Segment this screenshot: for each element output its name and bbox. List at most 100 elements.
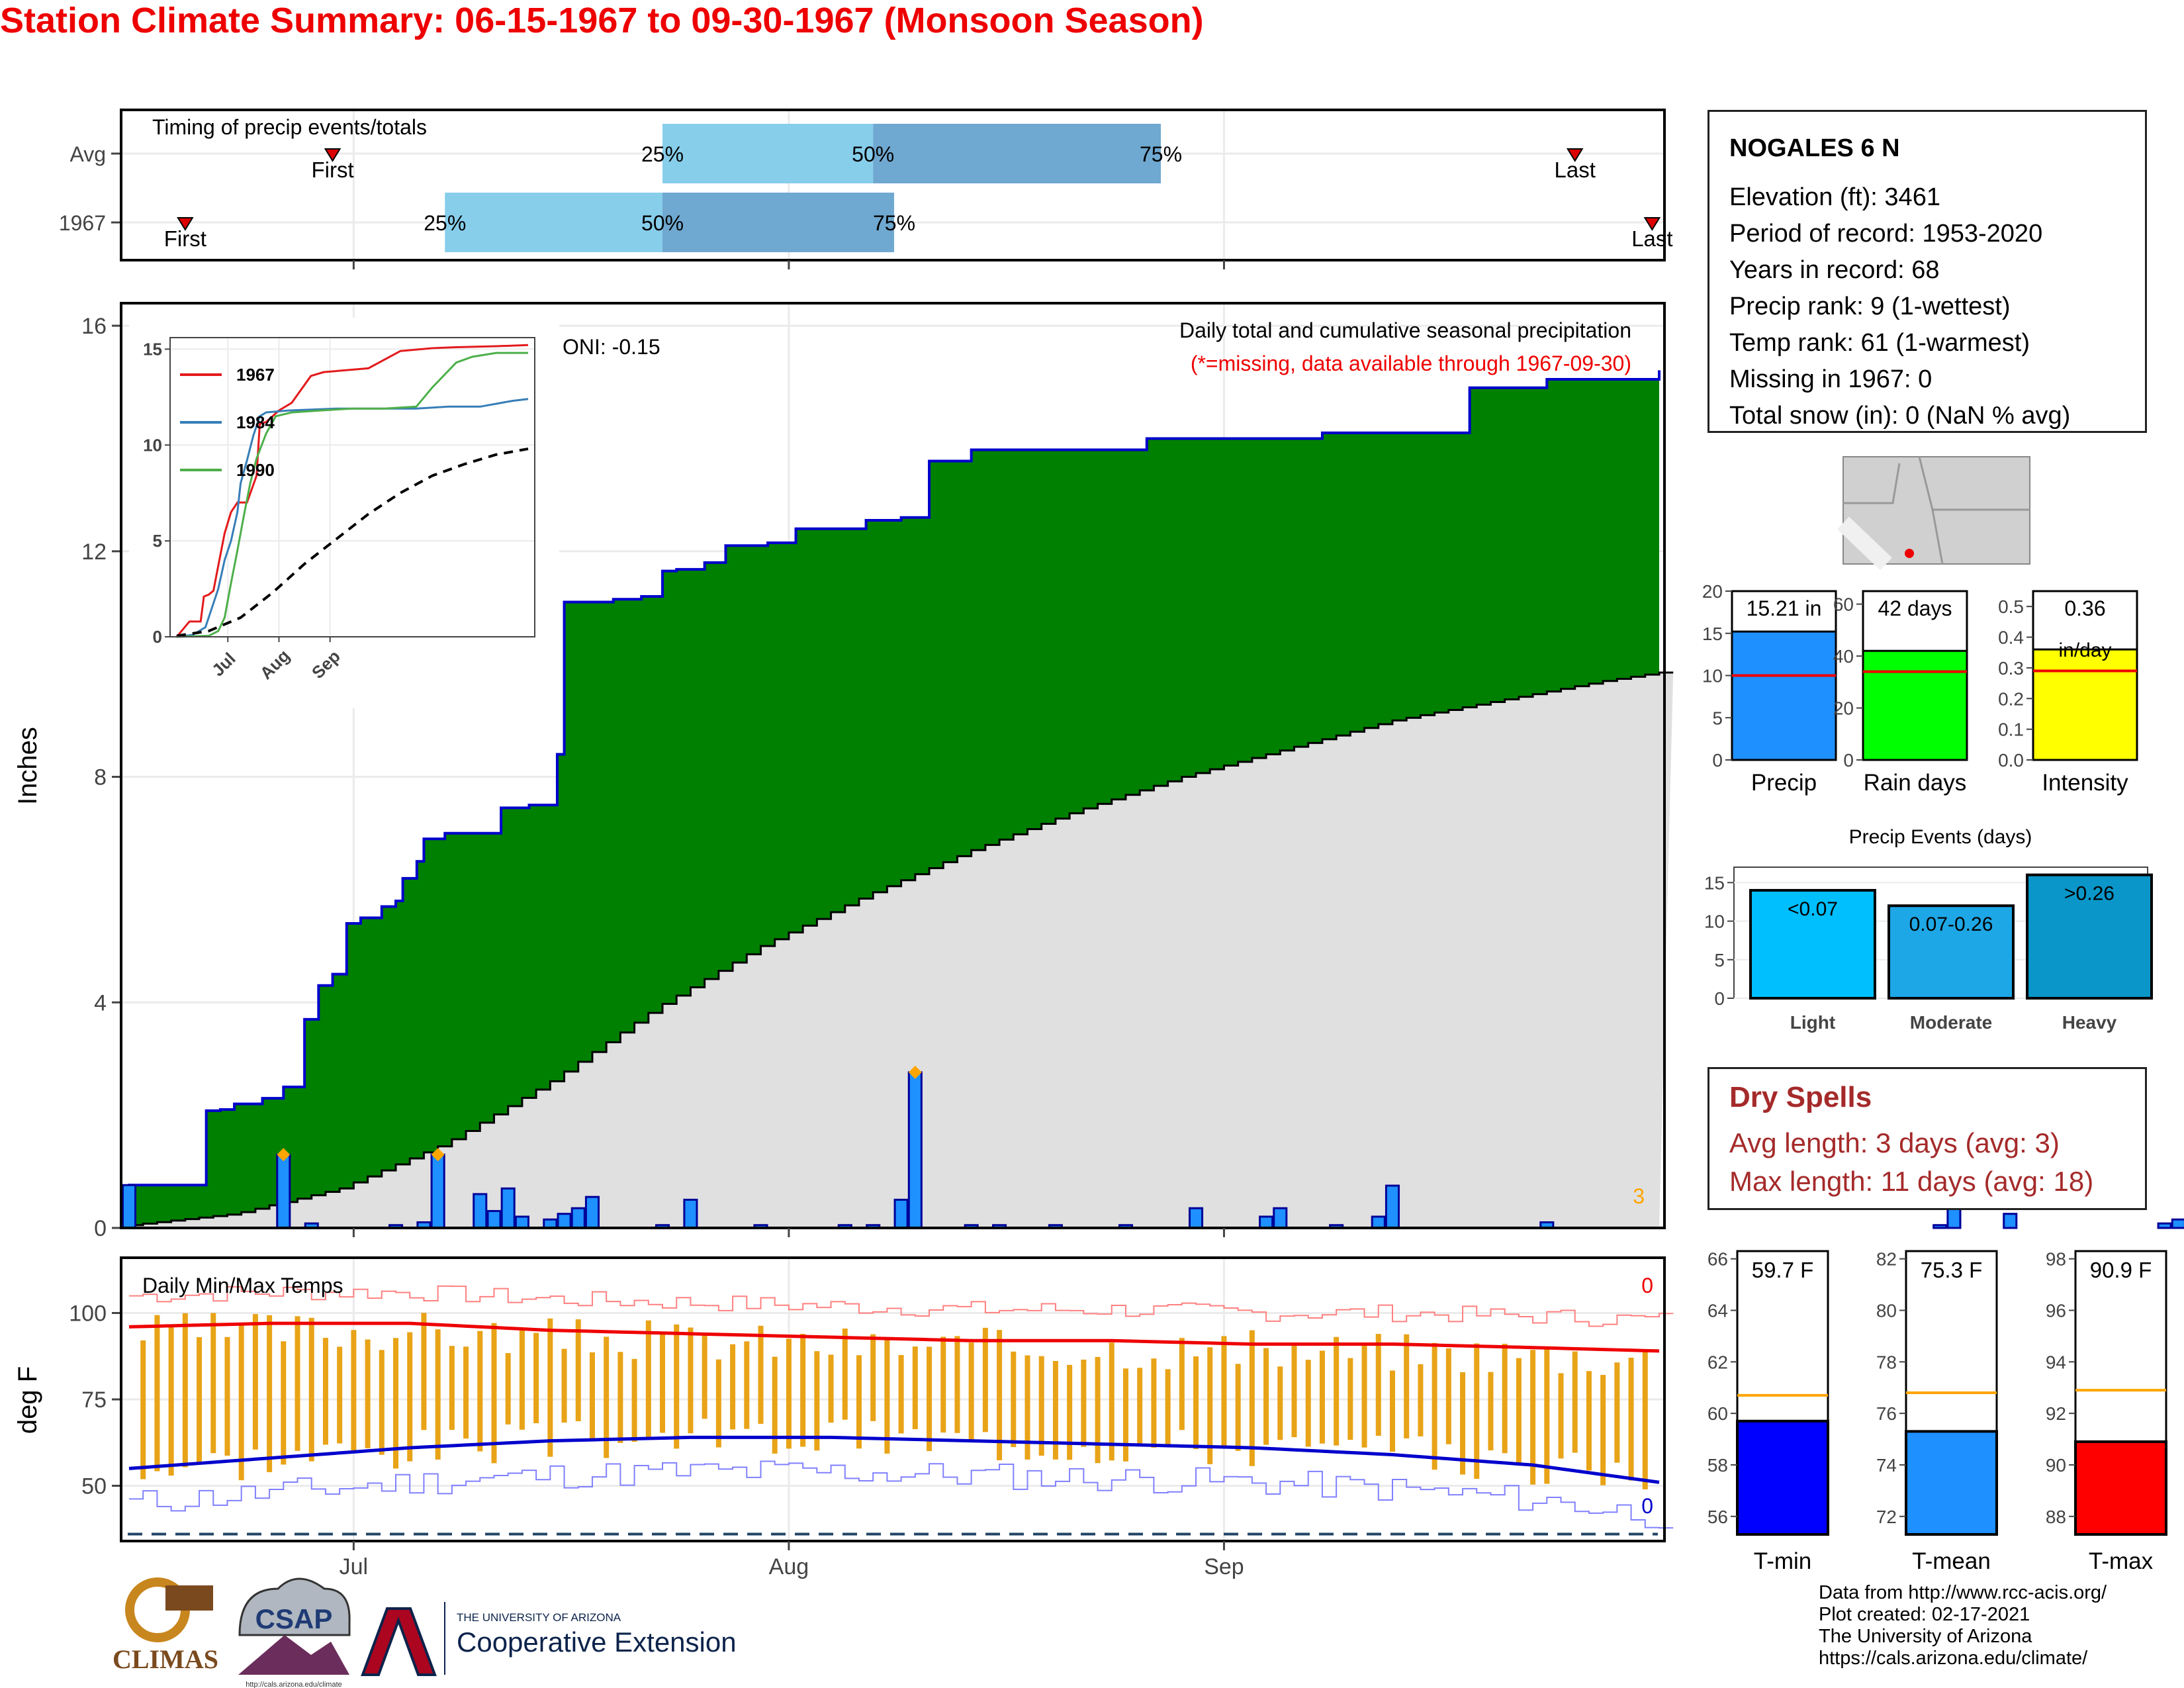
station-years: Years in record: 68 <box>1729 256 1940 284</box>
timing-last-label: Last <box>1555 158 1596 182</box>
events-y-tick-label: 15 <box>1704 872 1725 893</box>
daily-temp-bar <box>800 1334 806 1447</box>
daily-temp-bar <box>1249 1330 1255 1466</box>
precip-title: Daily total and cumulative seasonal prec… <box>1179 318 1631 342</box>
daily-temp-bar <box>1221 1336 1227 1449</box>
total-y-tick-label: 0.4 <box>1998 628 2024 648</box>
total-axis-label-1: Rain days <box>1864 770 1967 796</box>
precip-y-tick-label: 12 <box>81 539 107 565</box>
daily-temp-bar <box>463 1346 469 1439</box>
season-temp-y-tick-label: 98 <box>2046 1249 2066 1270</box>
daily-precip-bar <box>514 1215 529 1229</box>
daily-temp-bar <box>1038 1356 1044 1456</box>
daily-temp-bar <box>1052 1361 1058 1460</box>
precip-y-axis-label: Inches <box>13 727 42 805</box>
season-temp-y-tick-label: 82 <box>1876 1249 1897 1270</box>
inset-y-tick-label: 0 <box>153 627 162 647</box>
daily-precip-bar <box>570 1207 586 1229</box>
daily-temp-bar <box>898 1354 904 1434</box>
daily-temp-bar <box>561 1348 567 1423</box>
daily-temp-bar <box>1207 1347 1213 1464</box>
timing-q50-q75-bar <box>873 124 1161 183</box>
daily-temp-bar <box>1193 1356 1199 1450</box>
station-period: Period of record: 1953-2020 <box>1729 220 2043 248</box>
inset-legend-label-1984: 1984 <box>236 412 275 432</box>
timing-q75-label: 75% <box>873 211 915 235</box>
season-temp-bar-0 <box>1736 1419 1829 1536</box>
daily-temp-bar <box>393 1338 399 1469</box>
daily-precip-bar <box>121 1184 137 1229</box>
season-temp-y-tick-label: 72 <box>1876 1507 1897 1527</box>
events-y-tick-label: 10 <box>1704 912 1725 932</box>
timing-last-marker <box>1566 148 1584 162</box>
total-y-tick-label: 20 <box>1833 698 1854 719</box>
daily-temp-bar <box>435 1329 441 1460</box>
daily-temp-bar <box>1389 1370 1395 1452</box>
daily-temp-bar <box>491 1323 497 1464</box>
daily-temp-bar <box>604 1336 610 1458</box>
daily-temp-bar <box>1067 1364 1073 1460</box>
daily-temp-bar <box>912 1346 918 1429</box>
timing-q50-q75-bar <box>662 193 894 252</box>
daily-precip-bar <box>1188 1207 1204 1229</box>
daily-precip-bar <box>1259 1215 1274 1229</box>
daily-temp-bar <box>505 1353 511 1425</box>
daily-temp-bar <box>927 1346 933 1452</box>
total-y-tick-label: 0 <box>1843 750 1854 771</box>
timing-q75-label: 75% <box>1140 142 1182 166</box>
footer-url: https://cals.arizona.edu/climate/ <box>1819 1648 2088 1669</box>
csap-logo-url: http://cals.arizona.edu/climate <box>246 1681 342 1688</box>
daily-temp-bar <box>589 1352 595 1440</box>
station-location-dot <box>1905 549 1914 558</box>
temp-y-tick-label: 50 <box>81 1474 107 1499</box>
daily-temp-bar <box>1137 1368 1143 1444</box>
temp-max-missing-label: 0 <box>1641 1274 1653 1297</box>
total-y-tick-label: 0.5 <box>1998 596 2024 617</box>
csap-logo-cloud <box>238 1577 351 1636</box>
daily-temp-bar <box>772 1356 778 1454</box>
inset-border <box>169 337 535 637</box>
daily-temp-bar <box>688 1327 694 1434</box>
event-category-label: Moderate <box>1910 1012 1992 1033</box>
events-title: Precip Events (days) <box>1849 826 2032 848</box>
inset-series-1990 <box>176 352 528 638</box>
locator-map-gulf <box>1837 516 1892 571</box>
record-max-line <box>129 1285 1674 1327</box>
total-y-tick-label: 15 <box>1702 624 1723 644</box>
precip-y-tick-label: 8 <box>94 765 107 790</box>
daily-temp-bar <box>182 1313 188 1468</box>
event-bar-moderate <box>1888 904 2015 1000</box>
total-value-label-2: 0.36 <box>2064 596 2105 620</box>
station-info-box: NOGALES 6 N Elevation (ft): 3461 Period … <box>1707 110 2147 433</box>
station-elevation: Elevation (ft): 3461 <box>1729 183 1940 211</box>
season-temp-axis-label-1: T-mean <box>1912 1548 1991 1574</box>
daily-temp-bar <box>1530 1350 1536 1485</box>
daily-temp-bar <box>1600 1375 1606 1485</box>
inset-bg <box>129 318 559 708</box>
daily-temp-bar <box>814 1351 820 1451</box>
daily-temp-bar <box>1586 1371 1592 1471</box>
daily-temp-bar <box>870 1334 876 1421</box>
events-y-tick-label: 5 <box>1714 950 1725 970</box>
ua-logo-mark <box>361 1607 437 1676</box>
daily-temp-bar <box>281 1341 287 1465</box>
csap-logo-text: CSAP <box>255 1603 333 1634</box>
daily-temp-bar <box>407 1332 413 1462</box>
season-temp-y-tick-label: 78 <box>1876 1352 1897 1372</box>
daily-temp-bar <box>842 1329 848 1420</box>
season-temp-y-tick-label: 92 <box>2046 1403 2066 1424</box>
daily-temp-bar <box>1614 1362 1620 1463</box>
season-temp-axis-label-0: T-min <box>1754 1548 1812 1574</box>
daily-temp-bar <box>1122 1368 1128 1462</box>
daily-precip-bar <box>2171 1218 2184 1229</box>
daily-temp-bar <box>210 1313 216 1454</box>
missing-count-label: 3 <box>1633 1184 1645 1208</box>
daily-temp-bar <box>533 1333 539 1424</box>
temp-title: Daily Min/Max Temps <box>142 1274 343 1297</box>
total-y-tick-label: 40 <box>1833 646 1854 667</box>
season-temp-value-label-2: 90.9 F <box>2090 1258 2152 1282</box>
record-min-line <box>129 1460 1674 1529</box>
temp-x-tick-label: Aug <box>769 1554 809 1579</box>
timing-q25-q50-bar <box>662 124 874 183</box>
inset-y-tick-label: 10 <box>143 435 162 455</box>
